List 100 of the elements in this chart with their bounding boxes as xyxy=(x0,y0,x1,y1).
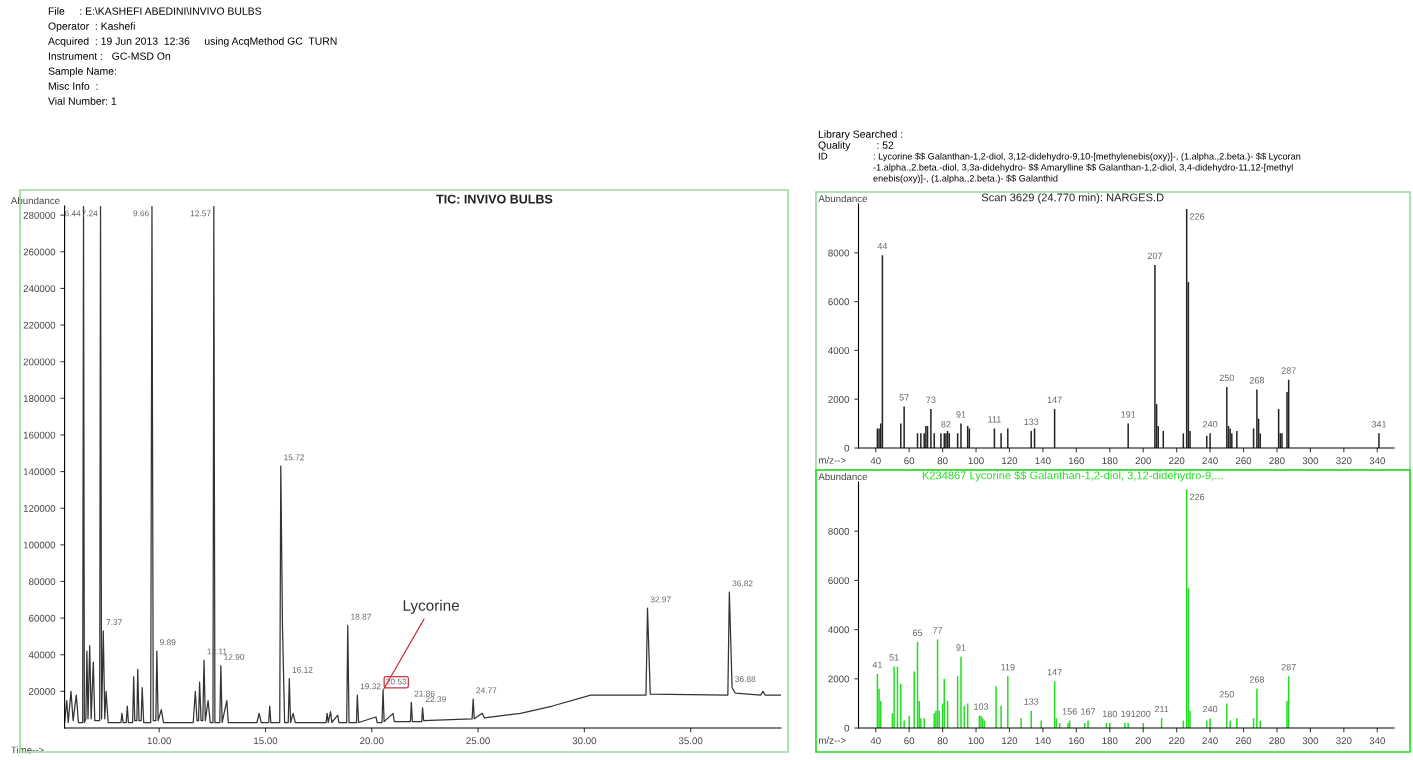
x-tick-label: 35.00 xyxy=(678,737,703,745)
text: enebis(oxy)]-, (1.alpha.,2.beta.)- $$ Galanthid xyxy=(873,174,1058,184)
y-axis-title: Abundance xyxy=(10,196,60,205)
y-tick-label: 100000 xyxy=(23,541,56,549)
y-tick-label: 8000 xyxy=(828,527,850,535)
chart-title: Scan 3629 (24.770 min): NARGES.D xyxy=(981,193,1164,204)
x-tick-label: 40 xyxy=(870,457,881,465)
y-tick-label: 6000 xyxy=(828,298,850,306)
annotation: 16.12 xyxy=(292,666,313,673)
annotation: 57 xyxy=(899,394,909,401)
x-tick-label: 20.00 xyxy=(360,737,384,745)
y-tick-label: 200000 xyxy=(23,358,56,366)
y-tick-label: 160000 xyxy=(23,431,56,439)
x-tick-label: 300 xyxy=(1302,457,1319,465)
text: Operator : Kashefi xyxy=(48,22,135,32)
annotation: 133 xyxy=(1024,698,1039,705)
text: Misc Info : xyxy=(48,82,98,90)
annotation: 111 xyxy=(988,416,1001,423)
annotation: 341 xyxy=(1371,421,1387,428)
y-tick-label: 4000 xyxy=(828,626,850,634)
y-tick-label: 2000 xyxy=(828,395,850,403)
annotation: 191 xyxy=(1121,411,1136,418)
x-tick-label: 180 xyxy=(1102,457,1118,465)
text: : Lycorine $$ Galanthan-1,2-diol, 3,12-didehydro-9,10-[methylenebis(oxy)]-, (1.alpha.,2.beta.)- $$ Lycoran xyxy=(873,152,1301,162)
x-tick-label: 160 xyxy=(1068,457,1085,465)
x-tick-label: 200 xyxy=(1135,457,1151,465)
annotation: 240 xyxy=(1203,421,1218,428)
annotation: 32.97 xyxy=(650,596,671,603)
x-tick-label: 280 xyxy=(1269,737,1285,745)
annotation: 36.82 xyxy=(732,580,753,587)
x-tick-label: 180 xyxy=(1102,737,1118,745)
y-tick-label: 20000 xyxy=(29,688,56,695)
y-axis-title: Abundance xyxy=(818,472,868,481)
annotation: 22.39 xyxy=(425,696,446,703)
x-tick-label: 200 xyxy=(1135,737,1151,745)
y-tick-label: 220000 xyxy=(23,321,56,329)
text: File : E:\KASHEFI ABEDINI\INVIVO BULBS xyxy=(48,7,262,15)
chart-title: K234867 Lycorine $$ Galanthan-1,2-diol, 3,12-didehydro-9,... xyxy=(922,471,1223,482)
annotation: 24.77 xyxy=(476,687,497,694)
annotation: 41 xyxy=(872,661,882,668)
x-tick-label: 240 xyxy=(1202,737,1218,745)
x-tick-label: 160 xyxy=(1068,737,1085,745)
annotation: 82 xyxy=(941,421,951,428)
x-axis-title: m/z--> xyxy=(818,736,846,744)
x-tick-label: 220 xyxy=(1169,737,1185,745)
x-axis-title: Time--> xyxy=(11,746,44,754)
x-tick-label: 340 xyxy=(1369,737,1386,745)
annotation: 268 xyxy=(1249,377,1265,384)
x-tick-label: 40 xyxy=(870,737,881,745)
annotation: Lycorine xyxy=(403,599,459,614)
x-tick-label: 140 xyxy=(1035,457,1051,465)
y-tick-label: 6000 xyxy=(828,577,850,585)
text: Sample Name: xyxy=(48,67,116,77)
annotation: 191 xyxy=(1121,710,1136,718)
annotation: 226 xyxy=(1189,213,1205,220)
annotation: 21.86 xyxy=(414,690,435,697)
x-tick-label: 320 xyxy=(1336,737,1352,745)
annotation: 226 xyxy=(1189,493,1205,501)
x-tick-label: 220 xyxy=(1169,457,1185,465)
annotation: 12.90 xyxy=(224,654,245,660)
annotation: 91 xyxy=(956,644,966,651)
annotation: 7.37 xyxy=(106,619,122,626)
y-tick-label: 0 xyxy=(844,724,850,732)
annotation: 65 xyxy=(912,629,923,636)
annotation: 207 xyxy=(1147,252,1162,260)
x-tick-label: 300 xyxy=(1302,737,1319,745)
annotation: 147 xyxy=(1047,396,1062,403)
y-tick-label: 8000 xyxy=(828,249,850,257)
annotation: 250 xyxy=(1219,374,1234,382)
y-tick-label: 120000 xyxy=(23,504,56,512)
annotation: 167 xyxy=(1081,708,1096,715)
x-tick-label: 320 xyxy=(1336,457,1352,465)
x-tick-label: 30.00 xyxy=(572,737,597,745)
text: Instrument : GC-MSD On xyxy=(48,52,171,60)
annotation: 9.66 xyxy=(133,210,149,217)
y-tick-label: 60000 xyxy=(29,614,56,622)
annotation: 200 xyxy=(1136,710,1151,718)
x-tick-label: 260 xyxy=(1235,457,1252,465)
text: Library Searched : xyxy=(818,130,903,140)
x-tick-label: 120 xyxy=(1002,737,1018,745)
y-axis-title: Abundance xyxy=(818,194,868,203)
y-tick-label: 260000 xyxy=(23,248,56,256)
y-tick-label: 80000 xyxy=(28,578,56,586)
y-tick-label: 0 xyxy=(844,444,850,452)
annotation: 250 xyxy=(1219,691,1234,698)
annotation: 51 xyxy=(889,654,899,661)
y-tick-label: 4000 xyxy=(828,347,850,355)
text: Acquired : 19 Jun 2013 12:36 using AcqMethod GC TURN xyxy=(48,37,337,47)
annotation: 240 xyxy=(1203,705,1218,713)
annotation: 6.44 xyxy=(64,210,81,217)
annotation: 12.57 xyxy=(190,210,211,217)
annotation: 119 xyxy=(1001,664,1015,671)
y-tick-label: 2000 xyxy=(828,675,850,683)
text: Vial Number: 1 xyxy=(48,97,117,105)
x-tick-label: 100 xyxy=(968,457,984,465)
annotation: 287 xyxy=(1281,367,1296,374)
annotation: 287 xyxy=(1281,664,1296,671)
x-tick-label: 60 xyxy=(904,457,915,465)
annotation: 147 xyxy=(1047,669,1062,676)
y-tick-label: 280000 xyxy=(23,211,56,219)
